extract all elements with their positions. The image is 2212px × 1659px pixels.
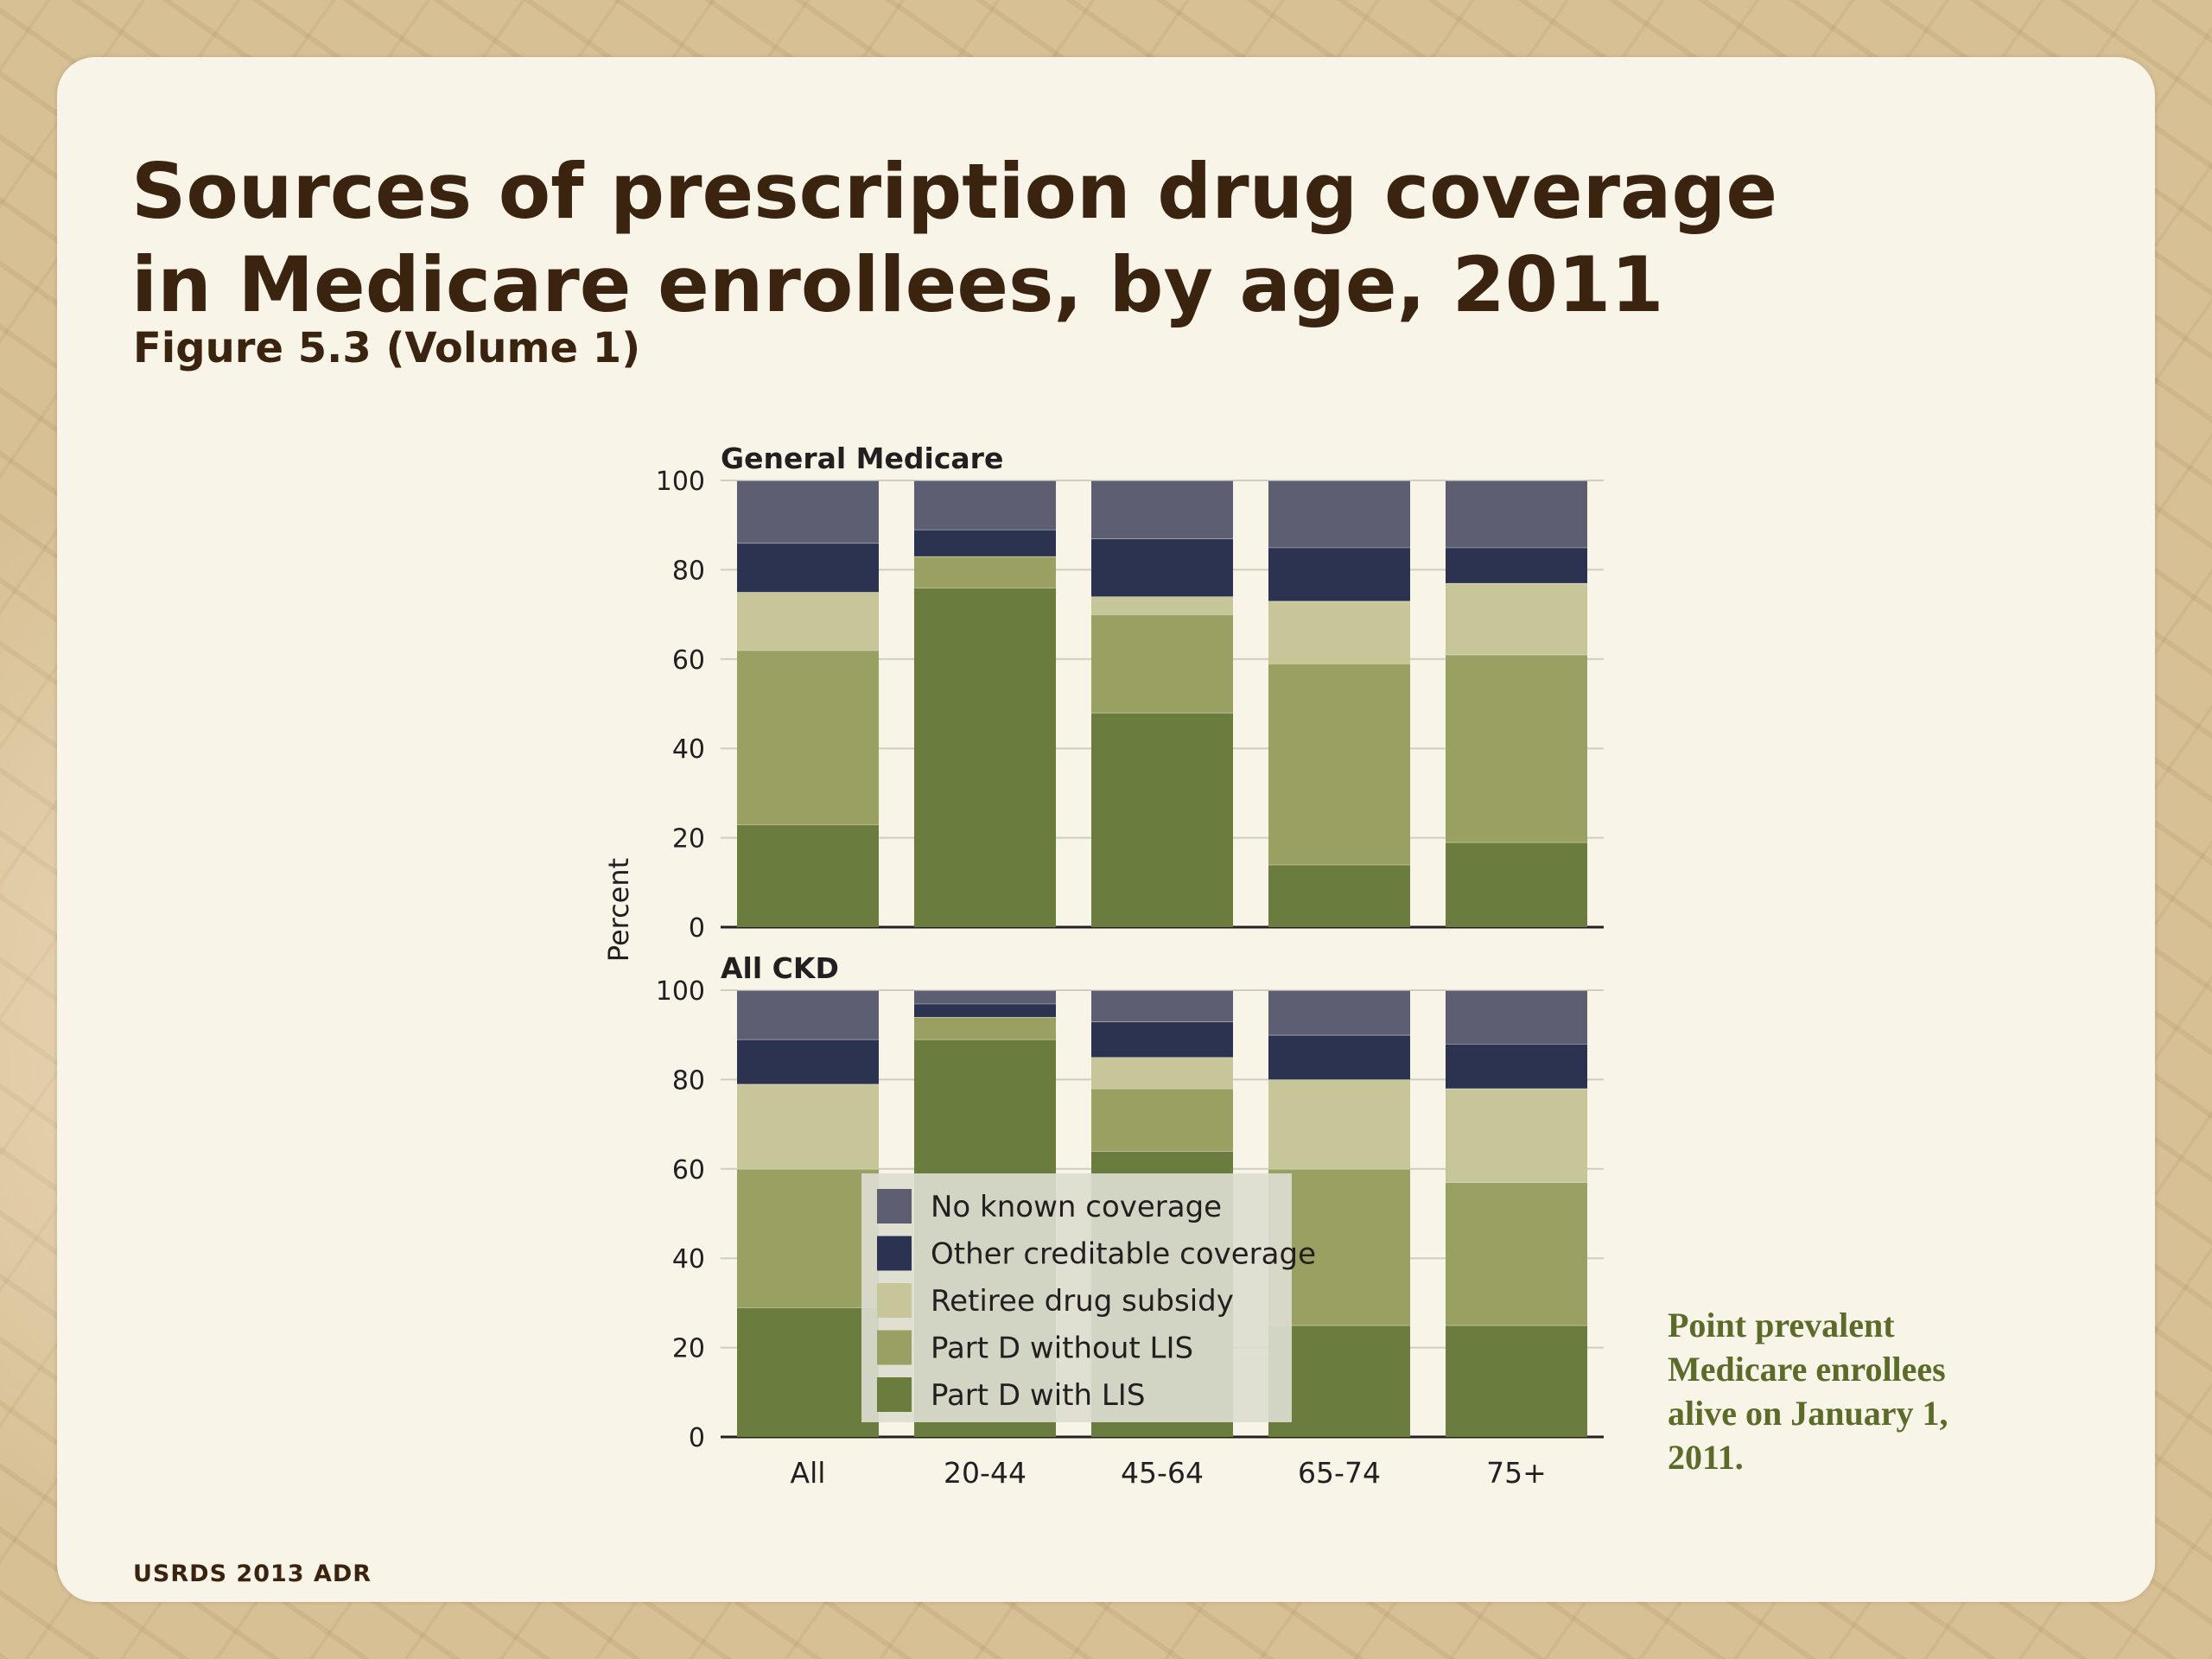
bar-segment (1091, 596, 1233, 615)
bar-segment (1091, 712, 1233, 927)
bar-segment (914, 1003, 1056, 1018)
legend-swatch (877, 1283, 912, 1318)
x-tick-label: All (791, 1456, 826, 1490)
bar-segment (1091, 538, 1233, 597)
bar-segment (1268, 1034, 1410, 1080)
bar-segment (1268, 990, 1410, 1035)
bar-segment (1446, 1088, 1587, 1183)
bar-segment (1446, 1044, 1587, 1089)
y-tick-label: 100 (656, 467, 705, 497)
x-tick-label: 65-74 (1298, 1456, 1381, 1490)
figure-subtitle: Figure 5.3 (Volume 1) (133, 324, 641, 372)
bar-segment (914, 529, 1056, 556)
legend-label: Part D without LIS (931, 1332, 1193, 1366)
legend-box (861, 1173, 1292, 1422)
source-footer: USRDS 2013 ADR (133, 1560, 372, 1587)
bar-segment (1268, 1168, 1410, 1325)
bar-segment (737, 824, 879, 927)
bar-segment (1091, 1088, 1233, 1152)
bar-segment (914, 990, 1056, 1004)
legend-label: Retiree drug subsidy (931, 1284, 1234, 1319)
legend-swatch (877, 1377, 912, 1412)
bar-segment (737, 543, 879, 593)
x-tick-label: 75+ (1486, 1456, 1547, 1490)
title-line-2: in Medicare enrollees, by age, 2011 (131, 240, 1664, 329)
bar-segment (1268, 864, 1410, 927)
y-tick-label: 0 (689, 1423, 705, 1453)
panel-title: General Medicare (721, 442, 1003, 475)
y-tick-label: 80 (672, 556, 705, 586)
bar-segment (1091, 990, 1233, 1022)
bar-segment (914, 588, 1056, 927)
bar-segment (737, 1039, 879, 1084)
y-tick-label: 20 (672, 1334, 705, 1364)
bar-segment (737, 480, 879, 543)
legend-swatch (877, 1236, 912, 1271)
bar-segment (1446, 654, 1587, 842)
bar-segment (1446, 547, 1587, 583)
y-tick-label: 20 (672, 824, 705, 855)
y-tick-label: 0 (689, 913, 705, 944)
y-tick-label: 80 (672, 1065, 705, 1096)
bar-segment (1446, 480, 1587, 548)
bar-segment (914, 480, 1056, 530)
bar-segment (1268, 663, 1410, 865)
bar-segment (1091, 480, 1233, 539)
y-tick-label: 40 (672, 1244, 705, 1274)
y-tick-label: 100 (656, 976, 705, 1007)
bar-segment (1268, 480, 1410, 548)
y-tick-label: 60 (672, 645, 705, 676)
bar-segment (1446, 990, 1587, 1045)
legend-label: Other creditable coverage (931, 1237, 1316, 1272)
bar-segment (1091, 1057, 1233, 1089)
bar-segment (737, 592, 879, 651)
bar-segment (1268, 1079, 1410, 1169)
bar-segment (914, 1017, 1056, 1039)
bar-segment (1268, 547, 1410, 601)
panel-title: All CKD (721, 951, 839, 985)
bar-segment (1446, 582, 1587, 655)
slide-title: Sources of prescription drug coverage in… (131, 145, 1946, 332)
bar-segment (737, 990, 879, 1039)
bar-segment (914, 556, 1056, 588)
y-tick-label: 40 (672, 734, 705, 765)
legend-swatch (877, 1189, 912, 1224)
bar-segment (1091, 1021, 1233, 1058)
x-tick-label: 20-44 (944, 1456, 1027, 1490)
x-tick-label: 45-64 (1121, 1456, 1204, 1490)
title-line-1: Sources of prescription drug coverage (131, 147, 1778, 236)
bar-segment (1446, 1182, 1587, 1325)
bar-segment (737, 1168, 879, 1308)
legend-label: No known coverage (931, 1190, 1222, 1224)
legend-label: Part D with LIS (931, 1378, 1145, 1413)
footnote: Point prevalent Medicare enrollees alive… (1668, 1306, 1948, 1477)
bar-segment (737, 1307, 879, 1437)
bar-segment (1268, 1325, 1410, 1437)
bar-segment (1446, 842, 1587, 927)
legend-swatch (877, 1330, 912, 1365)
bar-segment (1446, 1325, 1587, 1437)
bar-segment (1091, 614, 1233, 713)
y-tick-label: 60 (672, 1155, 705, 1185)
bar-segment (737, 650, 879, 825)
bar-segment (1268, 601, 1410, 664)
bar-segment (737, 1084, 879, 1169)
y-axis-label: Percent (602, 858, 635, 962)
